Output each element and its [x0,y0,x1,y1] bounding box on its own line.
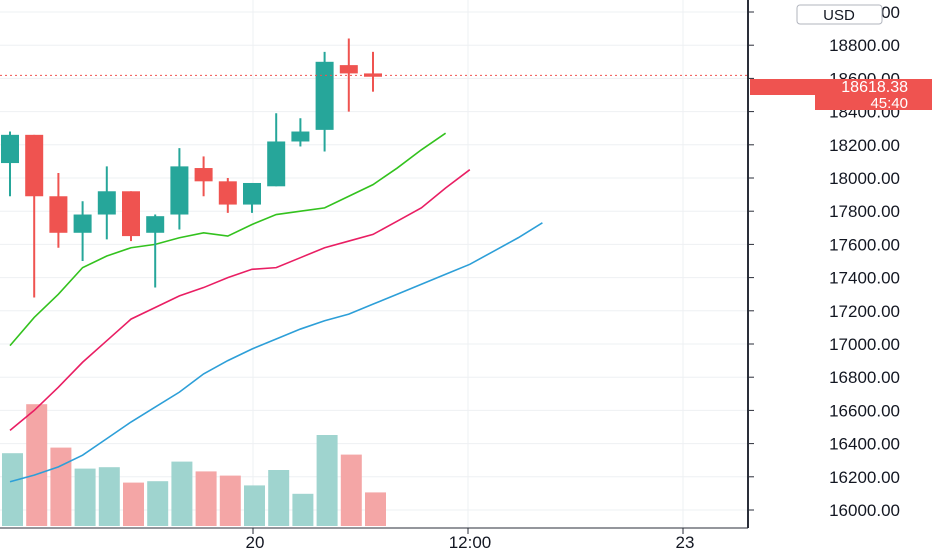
volume-bars [2,404,386,526]
volume-bar [123,482,144,526]
volume-bar [268,470,290,526]
candle-body[interactable] [170,166,189,215]
candle-body[interactable] [73,214,92,233]
volume-bar [147,481,169,526]
y-tick-label: 16400.00 [829,435,900,454]
volume-bar [195,471,217,526]
volume-bar [50,447,72,526]
volume-bar [340,454,362,526]
candle-body[interactable] [267,141,286,187]
candle-body[interactable] [97,191,116,215]
candle-body[interactable] [194,168,213,182]
y-tick-label: 18800.00 [829,36,900,55]
candle-body[interactable] [146,216,165,233]
candle-body[interactable] [218,181,237,205]
volume-bar [219,475,241,526]
moving-average-lines [9,132,543,483]
candle-body[interactable] [315,61,334,130]
candle-body[interactable] [1,134,19,164]
candle-body[interactable] [122,191,140,237]
volume-bar [98,467,120,526]
currency-label: USD [823,7,855,24]
x-tick-label: 20 [246,533,265,550]
y-tick-label: 18200.00 [829,136,900,155]
y-tick-label: 17800.00 [829,202,900,221]
y-tick-label: 17200.00 [829,302,900,321]
candle-body[interactable] [49,196,68,233]
volume-bar [26,404,48,526]
y-tick-label: 16200.00 [829,468,900,487]
currency-badge[interactable] [796,4,883,25]
y-tick-label: 17000.00 [829,335,900,354]
candle-body[interactable] [291,131,310,142]
volume-bar [292,493,314,526]
moving-average-line [9,222,543,483]
moving-average-line [9,169,471,431]
moving-average-line [9,132,447,347]
grid-lines [0,0,748,528]
y-tick-label: 18000.00 [829,169,900,188]
candlesticks[interactable] [1,38,382,298]
volume-bar [2,453,23,526]
y-tick-label: 17400.00 [829,269,900,288]
volume-bar [365,492,386,526]
y-tick-label: 17600.00 [829,235,900,254]
volume-bar [244,485,265,526]
y-tick-label: 16600.00 [829,401,900,420]
candle-body[interactable] [243,182,261,205]
x-tick-label: 23 [676,533,695,550]
last-price-value: 18618.38 [841,79,908,96]
last-price-badge [750,79,932,95]
volume-bar [171,461,193,526]
y-tick-label: 16800.00 [829,368,900,387]
time-axis[interactable]: 20 12:00 23 [246,528,695,550]
countdown-badge [815,95,932,110]
volume-bar [74,468,96,526]
volume-bar [316,435,338,526]
bar-countdown: 45:40 [870,95,908,112]
x-tick-label: 12:00 [449,533,492,550]
candle-body[interactable] [364,73,382,77]
candle-body[interactable] [25,134,44,197]
candle-body[interactable] [339,65,358,74]
y-tick-label: 16000.00 [829,501,900,520]
